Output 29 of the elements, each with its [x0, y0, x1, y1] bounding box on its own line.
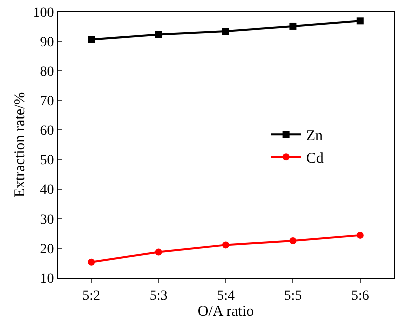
x-tick-label: 5:5 [284, 288, 302, 304]
y-tick-label: 90 [40, 35, 54, 50]
point [222, 28, 230, 36]
legend-label: Cd [306, 151, 324, 167]
point [356, 232, 364, 239]
point [290, 22, 297, 30]
y-tick-label: 60 [40, 124, 54, 140]
point [155, 31, 162, 38]
y-tick-label: 80 [40, 65, 54, 80]
point [88, 36, 96, 44]
point [356, 18, 364, 25]
y-tick-label: 20 [40, 242, 54, 258]
y-tick-label: 50 [40, 154, 54, 169]
x-tick-label: 5:2 [82, 288, 101, 304]
y-tick-label: 10 [40, 272, 54, 287]
y-tick-label: 30 [40, 212, 54, 228]
legend-label: Zn [306, 128, 324, 144]
x-tick-label: 5:6 [351, 288, 370, 304]
point [88, 258, 96, 266]
y-tick-label: 70 [40, 94, 54, 110]
x-axis-title: O/A ratio [198, 304, 254, 320]
point [155, 248, 162, 256]
x-tick-label: 5:3 [150, 288, 168, 304]
y-axis-title: Extraction rate/% [12, 92, 28, 198]
point [222, 242, 230, 249]
y-tick-label: 100 [33, 6, 54, 21]
y-tick-label: 40 [40, 183, 54, 198]
x-tick-label: 5:4 [217, 288, 235, 304]
point [290, 238, 297, 245]
